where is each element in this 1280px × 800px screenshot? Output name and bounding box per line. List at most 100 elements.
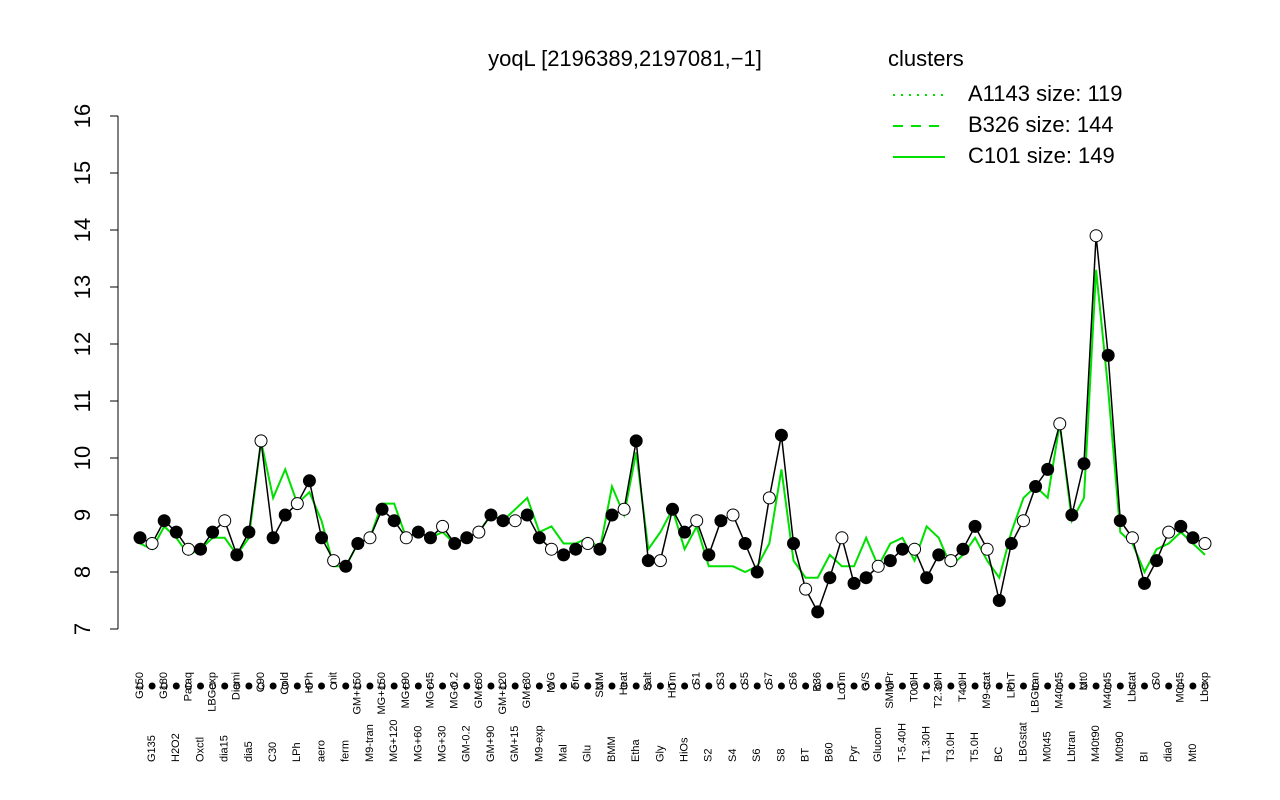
x-rug [572, 682, 580, 690]
data-point [399, 531, 413, 545]
x-tick-label: SMMPr [884, 672, 896, 709]
x-rug [777, 682, 785, 690]
y-tick-label: 12 [70, 332, 95, 356]
x-tick-label: Mt0 [1187, 744, 1199, 762]
data-point [714, 514, 728, 528]
data-point [871, 559, 885, 573]
x-tick-label: S2 [703, 749, 715, 762]
x-tick-label: MG-0.2 [449, 672, 461, 709]
x-rug [184, 682, 192, 690]
x-rug [765, 682, 773, 690]
y-tick-label: 14 [70, 218, 95, 242]
data-point [1089, 229, 1103, 243]
data-point [593, 542, 607, 556]
x-tick-label: ferm [340, 740, 352, 762]
data-point [448, 537, 462, 550]
x-rug [826, 682, 834, 690]
x-tick-label: Paraq [182, 672, 194, 701]
x-tick-label: S7 [763, 672, 775, 685]
x-tick-label: T1.30H [921, 726, 933, 762]
x-rug [1007, 682, 1015, 690]
x-tick-label: T0.0H [908, 672, 920, 702]
x-tick-label: Pyr [848, 745, 860, 762]
x-tick-label: dia15 [219, 735, 231, 762]
x-rug [923, 682, 931, 690]
x-tick-label: T-5.40H [896, 723, 908, 762]
x-rug [656, 682, 664, 690]
x-rug [681, 682, 689, 690]
x-tick-label: S5 [739, 672, 751, 685]
x-tick-label: B60 [824, 742, 836, 762]
data-point [678, 525, 692, 539]
x-tick-label: LBGstat [1017, 722, 1029, 762]
x-tick-label: G150 [134, 672, 146, 699]
data-point [339, 559, 353, 573]
data-point [145, 537, 159, 550]
x-rug [136, 682, 144, 690]
data-point [605, 508, 619, 522]
x-tick-label: G/S [860, 672, 872, 691]
data-point [581, 537, 595, 550]
data-point [557, 548, 571, 562]
data-point [1101, 348, 1115, 362]
x-tick-label: MG+150 [376, 672, 388, 715]
x-rug [172, 682, 180, 690]
x-tick-label: LoTm [836, 672, 848, 700]
data-point [230, 548, 244, 562]
x-rug [523, 682, 531, 690]
x-tick-label: GM+30 [521, 672, 533, 708]
x-tick-label: dia5 [243, 741, 255, 762]
x-rug [451, 682, 459, 690]
x-rug [378, 682, 386, 690]
x-rug [560, 682, 568, 690]
x-rug [209, 682, 217, 690]
x-tick-label: MG+60 [412, 726, 424, 762]
x-tick-label: S0 [1150, 672, 1162, 685]
x-rug [802, 682, 810, 690]
x-rug [584, 682, 592, 690]
x-rug [293, 682, 301, 690]
x-rug [1104, 682, 1112, 690]
x-rug [1140, 682, 1148, 690]
x-rug [414, 682, 422, 690]
data-point [194, 542, 208, 556]
data-point [532, 531, 546, 545]
x-rug [874, 682, 882, 690]
x-tick-label: GM+15 [509, 726, 521, 762]
x-rug [197, 682, 205, 690]
data-point [1065, 508, 1079, 522]
x-rug [160, 682, 168, 690]
y-tick-label: 13 [70, 275, 95, 299]
data-point [278, 508, 292, 522]
x-rug [245, 682, 253, 690]
x-tick-label: S6 [751, 749, 763, 762]
x-rug [330, 682, 338, 690]
x-tick-label: MG+120 [388, 720, 400, 763]
x-rug [269, 682, 277, 690]
data-point [787, 537, 801, 550]
x-tick-label: Cold [279, 672, 291, 695]
x-rug [1153, 682, 1161, 690]
data-point [169, 525, 183, 539]
x-tick-label: M40t45 [1054, 672, 1066, 709]
data-point [738, 537, 752, 550]
x-rug [402, 682, 410, 690]
x-tick-label: M9-tran [364, 724, 376, 762]
x-rug [439, 682, 447, 690]
chart-title: yoqL [2196389,2197081,−1] [488, 46, 762, 71]
x-tick-label: S3 [715, 672, 727, 685]
x-tick-label: Lbtran [1066, 731, 1078, 762]
data-point [1113, 514, 1127, 528]
data-point [992, 594, 1006, 607]
x-tick-label: T4.0H [957, 672, 969, 702]
x-rug [475, 682, 483, 690]
x-rug [814, 682, 822, 690]
x-tick-label: LPh [291, 742, 303, 762]
x-tick-label: Oxctl [194, 737, 206, 762]
x-tick-label: T2.30H [933, 672, 945, 708]
data-point [544, 542, 558, 556]
data-point [1137, 576, 1151, 590]
x-rug [1080, 682, 1088, 690]
data-point [290, 497, 304, 511]
data-point [823, 571, 837, 585]
